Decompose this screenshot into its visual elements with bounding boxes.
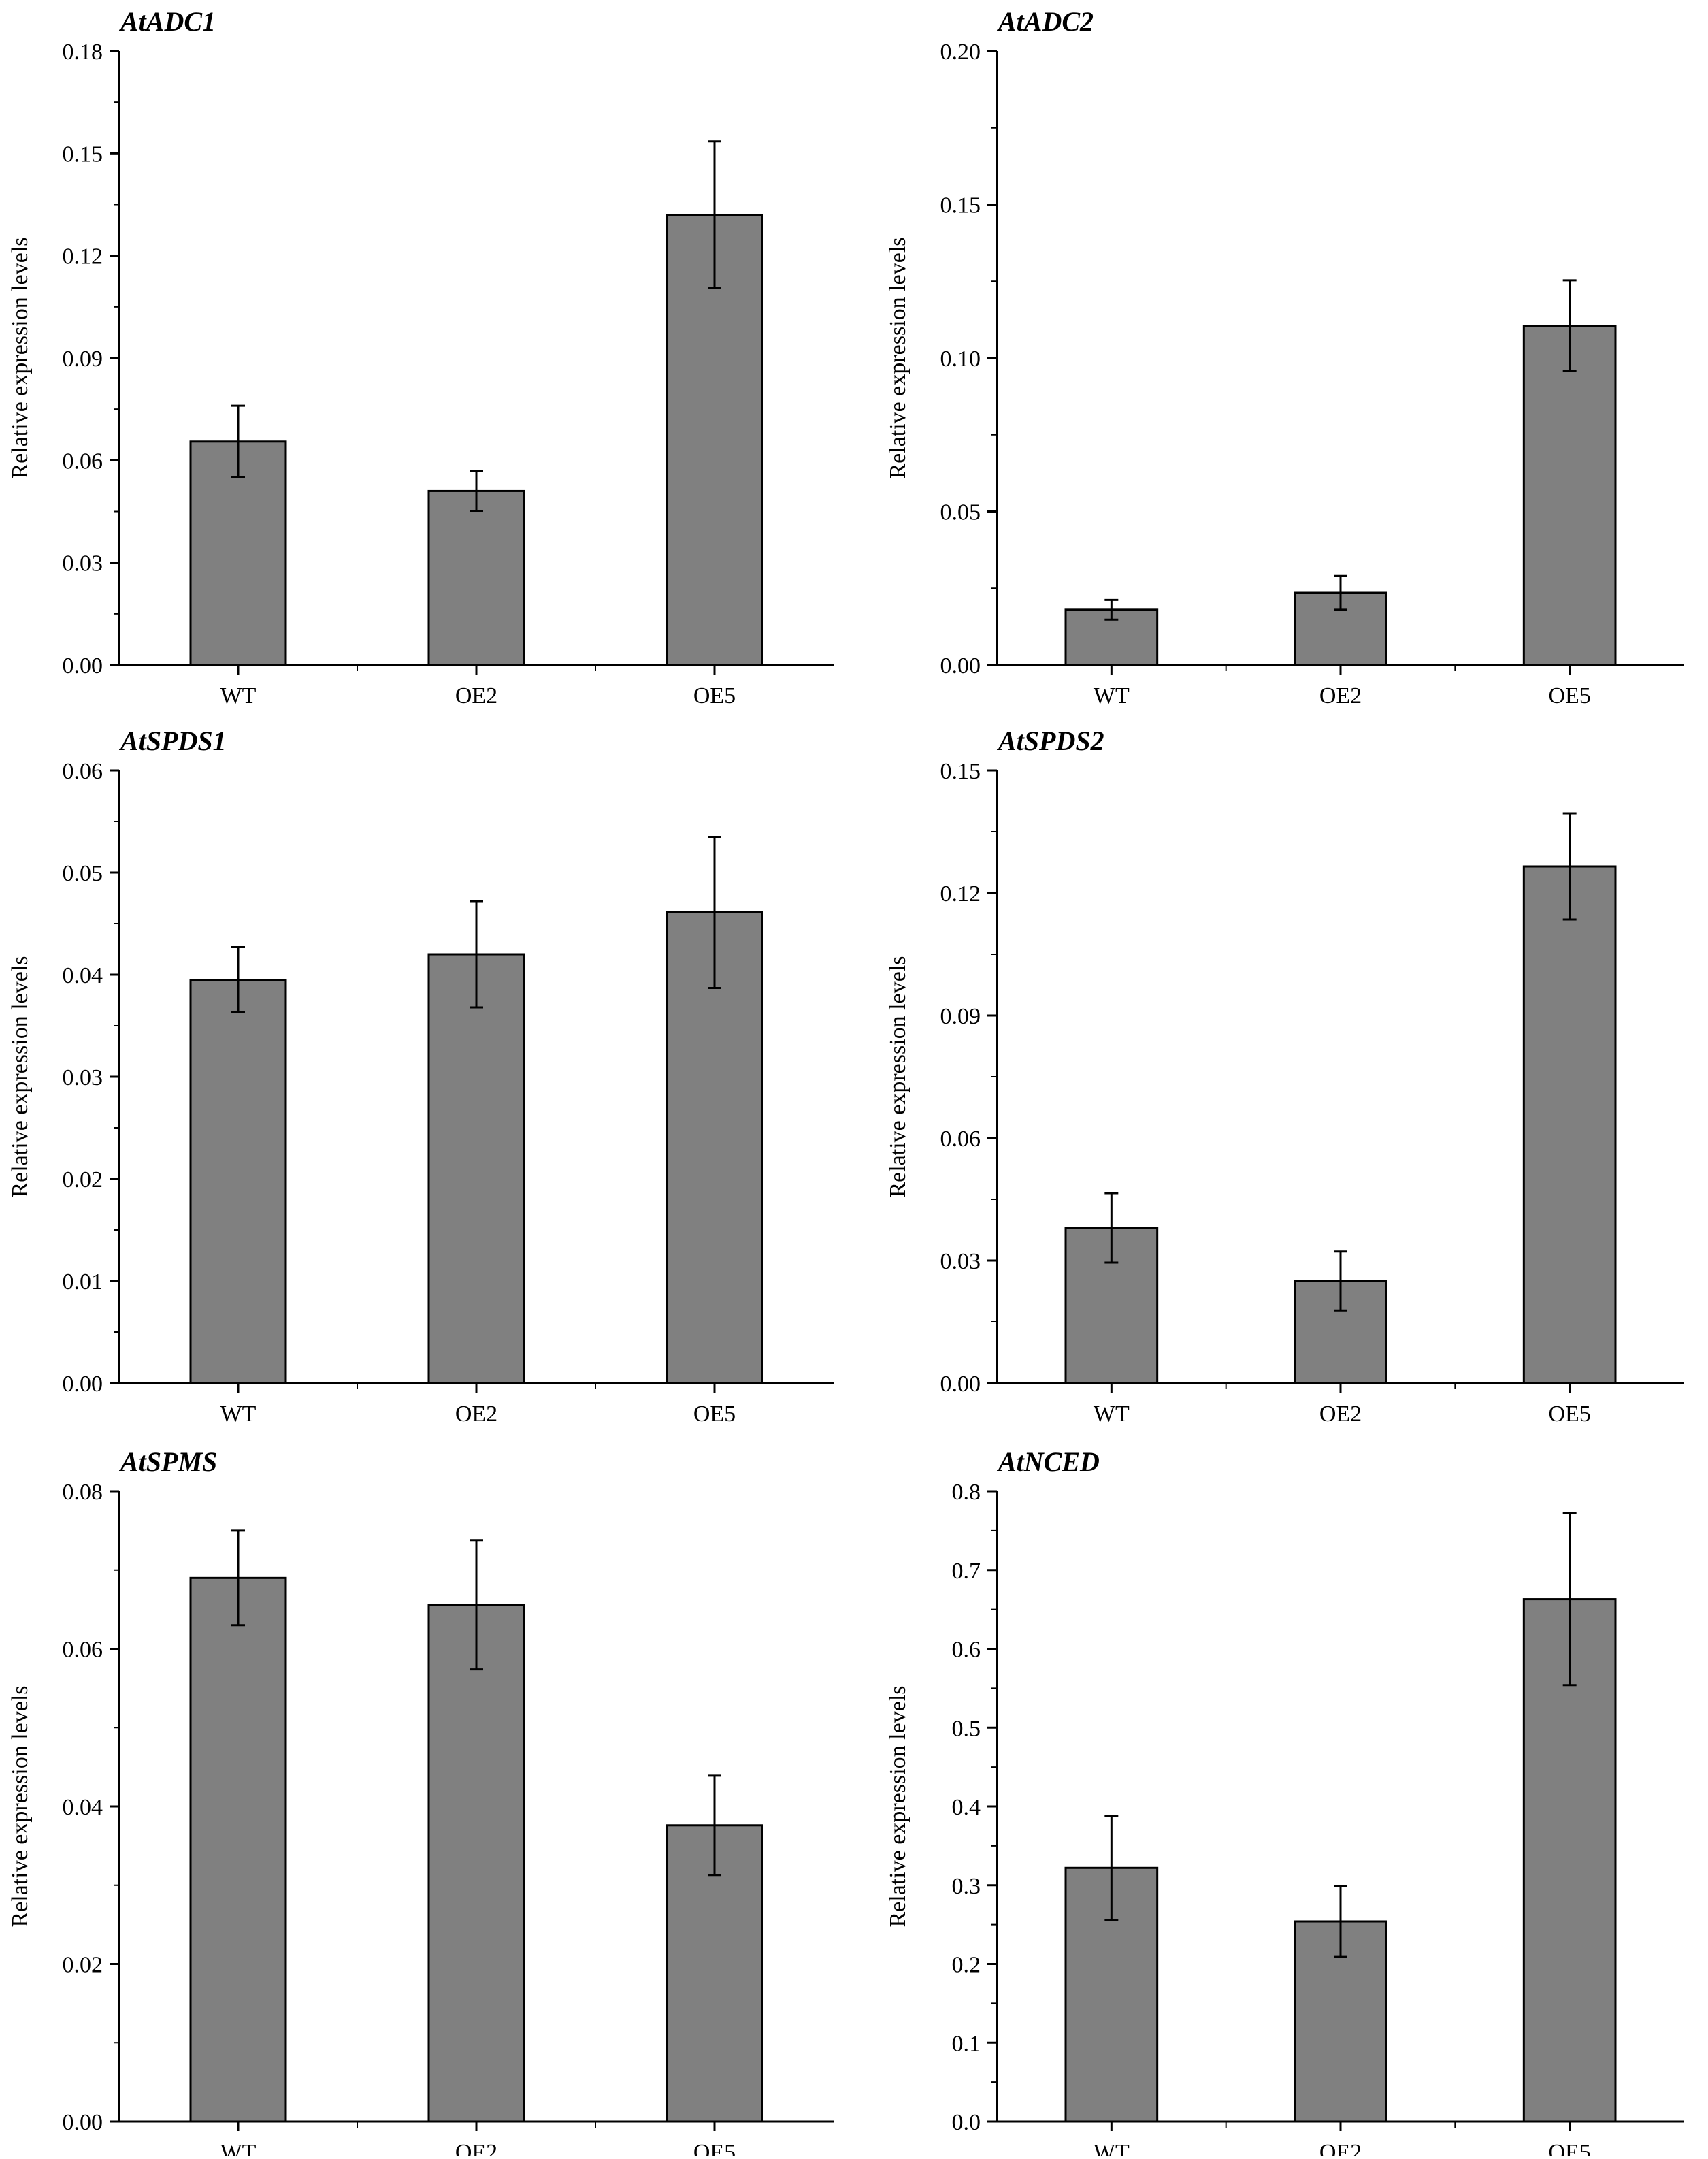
x-tick-label-wt: WT [1094, 683, 1130, 709]
chart-panel-atspds1: 0.00 0.01 0.02 0.03 0.04 0.05 0.06 Relative exp… [7, 726, 834, 1427]
chart-panel-atadc2: 0.00 0.05 0.10 0.15 0.20 Relative expression … [885, 6, 1684, 709]
y-tick-label: 0.06 [940, 1126, 981, 1152]
y-tick-label: 0.0 [952, 2110, 981, 2135]
y-tick-label: 0.02 [63, 1167, 103, 1192]
x-tick-label-wt: WT [1094, 1401, 1130, 1427]
y-tick-label: 0.06 [63, 759, 103, 784]
y-tick-label: 0.09 [940, 1004, 981, 1029]
y-tick-label: 0.15 [63, 142, 103, 167]
x-tick-label-oe2: OE2 [455, 683, 497, 709]
x-tick-label-oe5: OE5 [1549, 683, 1591, 709]
x-tick-label-oe2: OE2 [1319, 683, 1362, 709]
chart-panel-atadc1: 0.00 0.03 0.06 0.09 0.12 0.15 0.18 Relative exp… [7, 6, 834, 709]
y-tick-label: 0.02 [63, 1953, 103, 1978]
chart-panel-atspms: 0.00 0.02 0.04 0.06 0.08 Relative expression … [7, 1446, 834, 2159]
y-tick-label: 0.06 [63, 449, 103, 474]
y-tick-label: 0.5 [952, 1716, 981, 1741]
bar-oe5 [666, 911, 763, 1384]
bar-wt [189, 979, 287, 1384]
y-tick-label: 0.04 [63, 963, 103, 988]
chart-panel-atspds2: 0.00 0.03 0.06 0.09 0.12 0.15 Relative express… [885, 726, 1684, 1427]
y-tick-label: 0.6 [952, 1638, 981, 1663]
x-tick-label-wt: WT [220, 2140, 257, 2156]
bar-oe5 [1522, 865, 1617, 1384]
y-tick-label: 0.04 [63, 1795, 103, 1820]
y-tick-label: 0.00 [940, 653, 981, 679]
y-tick-label: 0.7 [952, 1559, 981, 1584]
y-tick-label: 0.00 [940, 1371, 981, 1397]
x-tick-label-oe2: OE2 [1319, 1401, 1362, 1427]
x-tick-label-oe2: OE2 [455, 2140, 497, 2156]
y-axis-label: Relative expression levels [7, 1685, 33, 1927]
bar-wt [189, 1576, 287, 2123]
y-tick-label: 0.00 [63, 2110, 103, 2135]
panel-title: AtSPDS2 [996, 726, 1104, 756]
y-axis-label: Relative expression levels [885, 1685, 910, 1927]
y-tick-label: 0.03 [63, 551, 103, 577]
y-tick-label: 0.1 [952, 2031, 981, 2056]
y-tick-label: 0.18 [63, 39, 103, 65]
x-tick-label-oe5: OE5 [693, 683, 736, 709]
y-tick-label: 0.15 [940, 759, 981, 784]
bar-oe2 [427, 1604, 525, 2123]
bar-wt [189, 440, 287, 666]
y-axis-label: Relative expression levels [885, 237, 910, 478]
y-tick-label: 0.10 [940, 346, 981, 372]
y-tick-label: 0.8 [952, 1480, 981, 1505]
x-tick-label-oe5: OE5 [1549, 1401, 1591, 1427]
y-tick-label: 0.2 [952, 1953, 981, 1978]
bar-oe5 [1522, 1598, 1617, 2123]
panel-title: AtADC1 [118, 6, 216, 37]
y-tick-label: 0.05 [63, 861, 103, 886]
x-tick-label-oe2: OE2 [1319, 2140, 1362, 2156]
x-tick-label-wt: WT [220, 683, 257, 709]
panel-title: AtSPDS1 [118, 726, 227, 756]
x-tick-label-wt: WT [220, 1401, 257, 1427]
y-tick-label: 0.12 [940, 881, 981, 907]
y-tick-label: 0.00 [63, 1371, 103, 1397]
bar-oe2 [427, 489, 525, 666]
y-tick-label: 0.01 [63, 1269, 103, 1295]
y-tick-label: 0.08 [63, 1480, 103, 1505]
bar-oe5 [666, 214, 763, 666]
y-tick-label: 0.20 [940, 39, 981, 65]
x-tick-label-oe2: OE2 [455, 1401, 497, 1427]
y-tick-label: 0.05 [940, 500, 981, 525]
chart-panel-atnced: 0.0 0.1 0.2 0.3 0.4 0.5 0.6 0.7 0.8 Relative expr… [885, 1446, 1684, 2159]
x-tick-label-oe5: OE5 [693, 1401, 736, 1427]
x-tick-label-wt: WT [1094, 2140, 1130, 2156]
panel-title: AtSPMS [118, 1446, 217, 1477]
y-tick-label: 0.15 [940, 193, 981, 218]
y-tick-label: 0.00 [63, 653, 103, 679]
y-tick-label: 0.3 [952, 1874, 981, 1899]
x-tick-label-oe5: OE5 [1549, 2140, 1591, 2156]
y-tick-label: 0.03 [940, 1249, 981, 1274]
y-axis-label: Relative expression levels [885, 956, 910, 1197]
y-tick-label: 0.03 [63, 1065, 103, 1090]
bar-oe5 [1522, 325, 1617, 666]
panel-title: AtNCED [996, 1446, 1100, 1477]
y-axis-label: Relative expression levels [7, 956, 33, 1197]
panel-title: AtADC2 [996, 6, 1094, 37]
y-axis-label: Relative expression levels [7, 237, 33, 478]
y-tick-label: 0.4 [952, 1795, 981, 1820]
y-tick-label: 0.06 [63, 1638, 103, 1663]
y-tick-label: 0.12 [63, 244, 103, 270]
x-tick-label-oe5: OE5 [693, 2140, 736, 2156]
y-tick-label: 0.09 [63, 346, 103, 372]
bar-oe2 [427, 953, 525, 1384]
